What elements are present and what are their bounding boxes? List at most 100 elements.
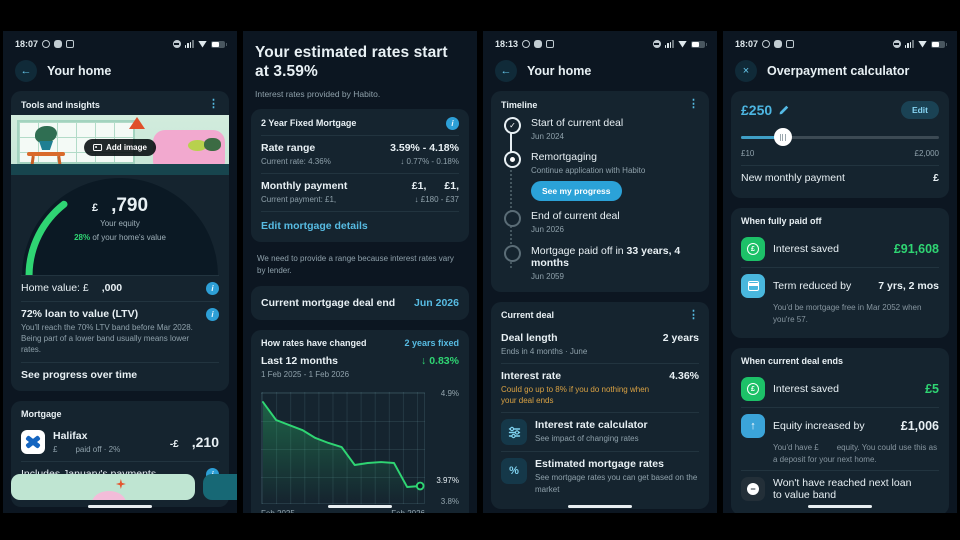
new-payment-label: New monthly payment xyxy=(741,172,845,184)
timeline-item-date: Jun 2059 xyxy=(531,271,564,281)
future-step-icon xyxy=(504,244,521,262)
deal-end-value: Jun 2026 xyxy=(414,297,459,310)
promo-cards[interactable] xyxy=(11,474,237,500)
estimated-rates-title: Estimated mortgage rates xyxy=(535,458,664,471)
cell-signal-icon xyxy=(664,40,674,48)
chart-x-axis: Feb 2025 Feb 2026 xyxy=(261,509,459,513)
equity-gauge: £ ,790 Your equity 28% of your home's val… xyxy=(11,175,229,275)
interest-rate-label: Interest rate xyxy=(501,369,562,382)
deal-end-row[interactable]: Current mortgage deal end Jun 2026 xyxy=(251,286,469,321)
current-rate-subtext: Current rate: 4.36% xyxy=(261,156,331,166)
slider-track[interactable] xyxy=(741,136,939,139)
estimated-rates-subtext: See mortgage rates you can get based on … xyxy=(535,473,698,494)
info-icon[interactable]: i xyxy=(446,116,459,130)
see-my-progress-button[interactable]: See my progress xyxy=(531,181,622,202)
rate-range-label: Rate range xyxy=(261,141,316,154)
deal-length-row: Deal length Ends in 4 months · June 2 ye… xyxy=(501,326,699,363)
divider xyxy=(741,470,939,472)
wifi-icon xyxy=(198,40,207,48)
timeline-card: Timeline ⋮ ✓ Start of current deal Jun 2… xyxy=(491,91,709,292)
add-image-button[interactable]: Add image xyxy=(84,139,156,156)
monthly-payment-label: Monthly payment xyxy=(261,179,348,192)
image-icon xyxy=(93,144,103,151)
battery-icon xyxy=(211,40,227,48)
ltv-band-row: − Won't have reached next loan to value … xyxy=(741,471,939,507)
fixed-term-badge: 2 years fixed xyxy=(404,338,459,349)
home-indicator[interactable] xyxy=(328,505,392,508)
up-arrow-icon: ↑ xyxy=(741,414,765,439)
deal-ends-card: When current deal ends £ Interest saved … xyxy=(731,348,949,513)
card-title: When fully paid off xyxy=(741,216,822,226)
rate-range-row: Rate range Current rate: 4.36% 3.59% - 4… xyxy=(261,136,459,173)
halifax-logo xyxy=(21,430,45,455)
timeline-connector-dotted xyxy=(510,127,512,268)
y-max-label: 4.9% xyxy=(440,389,459,399)
page-title: Your home xyxy=(47,64,112,78)
promo-card-peek[interactable] xyxy=(203,474,237,500)
new-payment-value: £ xyxy=(933,172,939,184)
tools-and-insights-card: Tools and insights ⋮ Add image xyxy=(11,91,229,391)
home-indicator[interactable] xyxy=(88,505,152,508)
phone-screen-overpayment-calculator: 18:07 × Overpayment calculator £250 Edit xyxy=(723,31,957,513)
estimated-rates-row[interactable]: % Estimated mortgage rates See mortgage … xyxy=(501,452,699,500)
whatsapp-notification-icon xyxy=(762,40,771,48)
overpayment-amount: £250 xyxy=(741,102,773,118)
kebab-menu-icon[interactable]: ⋮ xyxy=(688,98,699,110)
gauge-progress-arc xyxy=(25,200,68,275)
calculator-subtext: See impact of changing rates xyxy=(535,434,639,444)
floor-graphic xyxy=(11,164,229,175)
deal-length-subtext: Ends in 4 months · June xyxy=(501,346,588,356)
interest-rate-row: Interest rate Could go up to 8% if you d… xyxy=(501,364,699,412)
rate-warning: Could go up to 8% if you do nothing when… xyxy=(501,384,650,406)
deal-length-label: Deal length xyxy=(501,331,558,344)
edit-button[interactable]: Edit xyxy=(900,101,939,119)
percent-icon: % xyxy=(501,458,527,485)
rates-chart: 4.9% 3.97% 3.8% xyxy=(261,389,459,506)
back-button[interactable]: ← xyxy=(495,60,517,82)
interest-saved-icon: £ xyxy=(741,237,765,261)
interest-rate-calculator-row[interactable]: Interest rate calculator See impact of c… xyxy=(501,413,699,451)
home-value-label: Home value: £ ,000 xyxy=(21,282,123,294)
home-indicator[interactable] xyxy=(808,505,872,508)
edit-mortgage-details-link[interactable]: Edit mortgage details xyxy=(261,220,368,233)
plant-graphic xyxy=(35,126,57,143)
edit-pencil-icon[interactable] xyxy=(779,105,789,115)
kebab-menu-icon[interactable]: ⋮ xyxy=(208,98,219,110)
interest-saved-icon: £ xyxy=(741,377,765,402)
term-reduced-row: Term reduced by 7 yrs, 2 mos xyxy=(741,268,939,304)
ltv-band-note: Won't have reached next loan to value ba… xyxy=(773,477,912,502)
home-indicator[interactable] xyxy=(568,505,632,508)
divider xyxy=(21,301,219,302)
do-not-disturb-icon xyxy=(892,40,901,48)
battery-icon xyxy=(691,40,707,48)
page-title: Overpayment calculator xyxy=(767,64,910,78)
info-icon[interactable]: i xyxy=(206,308,219,321)
plant-pot-graphic xyxy=(39,141,53,150)
phone-screen-home-dashboard: 18:07 ← Your home Tools and insights ⋮ xyxy=(3,31,237,513)
fully-paid-off-card: When fully paid off £ Interest saved £91… xyxy=(731,208,949,339)
chat-notification-icon xyxy=(54,40,63,48)
promo-card[interactable] xyxy=(11,474,195,500)
slider-fill xyxy=(741,136,783,139)
paid-off-subtext: £ paid off · 2% xyxy=(53,444,121,454)
chat-notification-icon xyxy=(534,40,543,48)
back-button[interactable]: ← xyxy=(15,60,37,82)
rate-change-delta: ↓ 0.83% xyxy=(421,355,459,368)
timeline-item-paid-off: Mortgage paid off in 33 years, 4 months … xyxy=(503,244,699,284)
see-progress-link[interactable]: See progress over time xyxy=(21,368,138,381)
slider-max-label: £2,000 xyxy=(914,149,939,158)
close-button[interactable]: × xyxy=(735,60,757,82)
interest-saved-row: £ Interest saved £91,608 xyxy=(741,231,939,267)
info-icon[interactable]: i xyxy=(206,282,219,295)
lender-row[interactable]: Halifax £ paid off · 2% -£ ,210 xyxy=(21,424,219,461)
current-payment-subtext: Current payment: £1, xyxy=(261,194,337,204)
kebab-menu-icon[interactable]: ⋮ xyxy=(688,308,699,321)
instagram-notification-icon xyxy=(66,40,75,48)
do-not-disturb-icon xyxy=(652,40,661,48)
overpayment-slider[interactable] xyxy=(741,127,939,147)
calendar-icon xyxy=(741,274,765,298)
slider-thumb[interactable] xyxy=(773,128,792,146)
app-header: × Overpayment calculator xyxy=(723,51,957,91)
x-left-label: Feb 2025 xyxy=(261,509,295,513)
